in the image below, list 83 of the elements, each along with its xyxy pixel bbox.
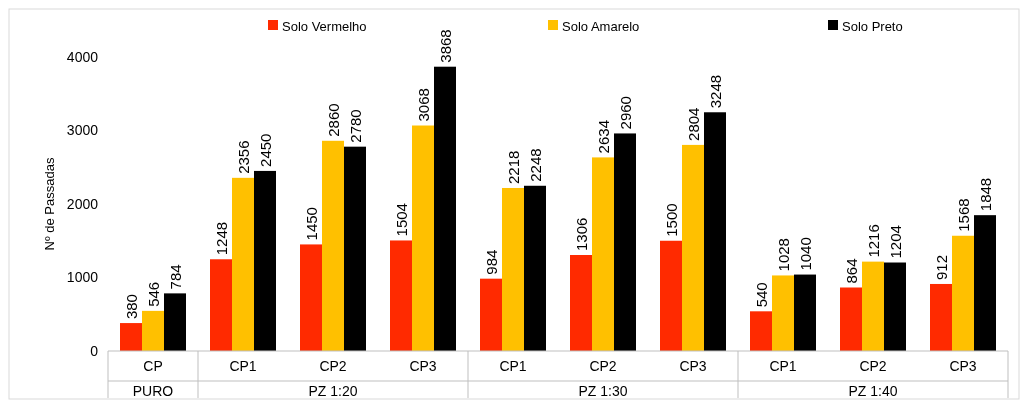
text: PZ 1:20 [308,383,358,399]
x-tick-label: CP1 [499,358,527,374]
y-axis-title: Nº de Passadas [42,157,57,251]
data-label: 1204 [887,225,904,259]
bar [434,66,456,351]
data-label: 864 [843,258,860,284]
y-tick-label: 1000 [66,269,99,286]
data-label: 2804 [685,107,702,141]
bar [840,287,862,351]
data-label: 2248 [527,148,544,182]
data-label: 1216 [865,224,882,258]
bar [142,310,164,351]
data-label: 1848 [977,177,994,212]
y-tick-label: 0 [90,342,99,359]
legend-label: Solo Preto [842,18,903,34]
data-label: 546 [145,281,162,307]
data-label: 2634 [595,120,612,154]
x-tick-label: CP2 [589,358,617,374]
bar [952,235,974,351]
bar [682,144,704,351]
data-label: 784 [167,264,184,290]
data-label: 3868 [437,29,454,63]
data-label: 1500 [663,203,680,237]
y-tick-label: 3000 [66,122,99,139]
bar [974,215,996,351]
y-tick-label: 4000 [66,48,99,65]
bar [502,187,524,351]
data-label: 3248 [707,74,724,109]
bar [344,146,366,351]
data-label: 1248 [213,221,230,256]
bar [412,125,434,351]
bar [254,170,276,351]
bar [390,240,412,351]
bar [322,140,344,351]
y-tick-label: 2000 [66,195,99,212]
bar [750,311,772,351]
data-label: 912 [933,254,950,280]
bar [884,262,906,351]
x-tick-label: CP3 [679,358,707,374]
data-label: 2450 [257,133,274,167]
text: PZ 1:30 [578,383,628,399]
bar [480,278,502,351]
bar [704,112,726,351]
data-label: 1028 [775,238,792,272]
bar [862,261,884,351]
legend-label: Solo Vermelho [282,18,367,34]
bar [164,293,186,351]
data-label: 2860 [325,103,342,137]
bar [232,177,254,351]
text: PZ 1:40 [848,383,898,399]
data-label: 540 [753,282,770,308]
x-tick-label: CP3 [409,358,437,374]
x-tick-label: CP2 [319,358,347,374]
data-label: 1504 [393,203,410,237]
data-label: 1450 [303,207,320,241]
bar [524,185,546,351]
bar [592,157,614,351]
data-label: 3068 [415,88,432,122]
data-label: 2960 [617,96,634,130]
x-tick-label: CP [143,358,163,374]
x-tick-label: CP1 [229,358,257,374]
bar [772,275,794,351]
data-label: 1306 [573,217,590,252]
data-label: 2218 [505,150,522,184]
data-label: 1568 [955,198,972,232]
text: PURO [132,383,174,399]
x-tick-label: CP2 [859,358,887,374]
data-label: 1040 [797,237,814,271]
data-label: 2356 [235,140,252,174]
x-tick-label: CP3 [949,358,977,374]
data-label: 2780 [347,109,364,143]
bar [210,259,232,351]
bar [300,244,322,351]
bar [794,274,816,351]
bar [660,240,682,351]
bar [120,323,142,351]
legend-label: Solo Amarelo [562,18,640,34]
data-label: 984 [483,249,500,275]
bar [570,255,592,351]
x-tick-label: CP1 [769,358,797,374]
bar [930,283,952,351]
data-label: 380 [123,294,140,320]
bar [614,133,636,351]
